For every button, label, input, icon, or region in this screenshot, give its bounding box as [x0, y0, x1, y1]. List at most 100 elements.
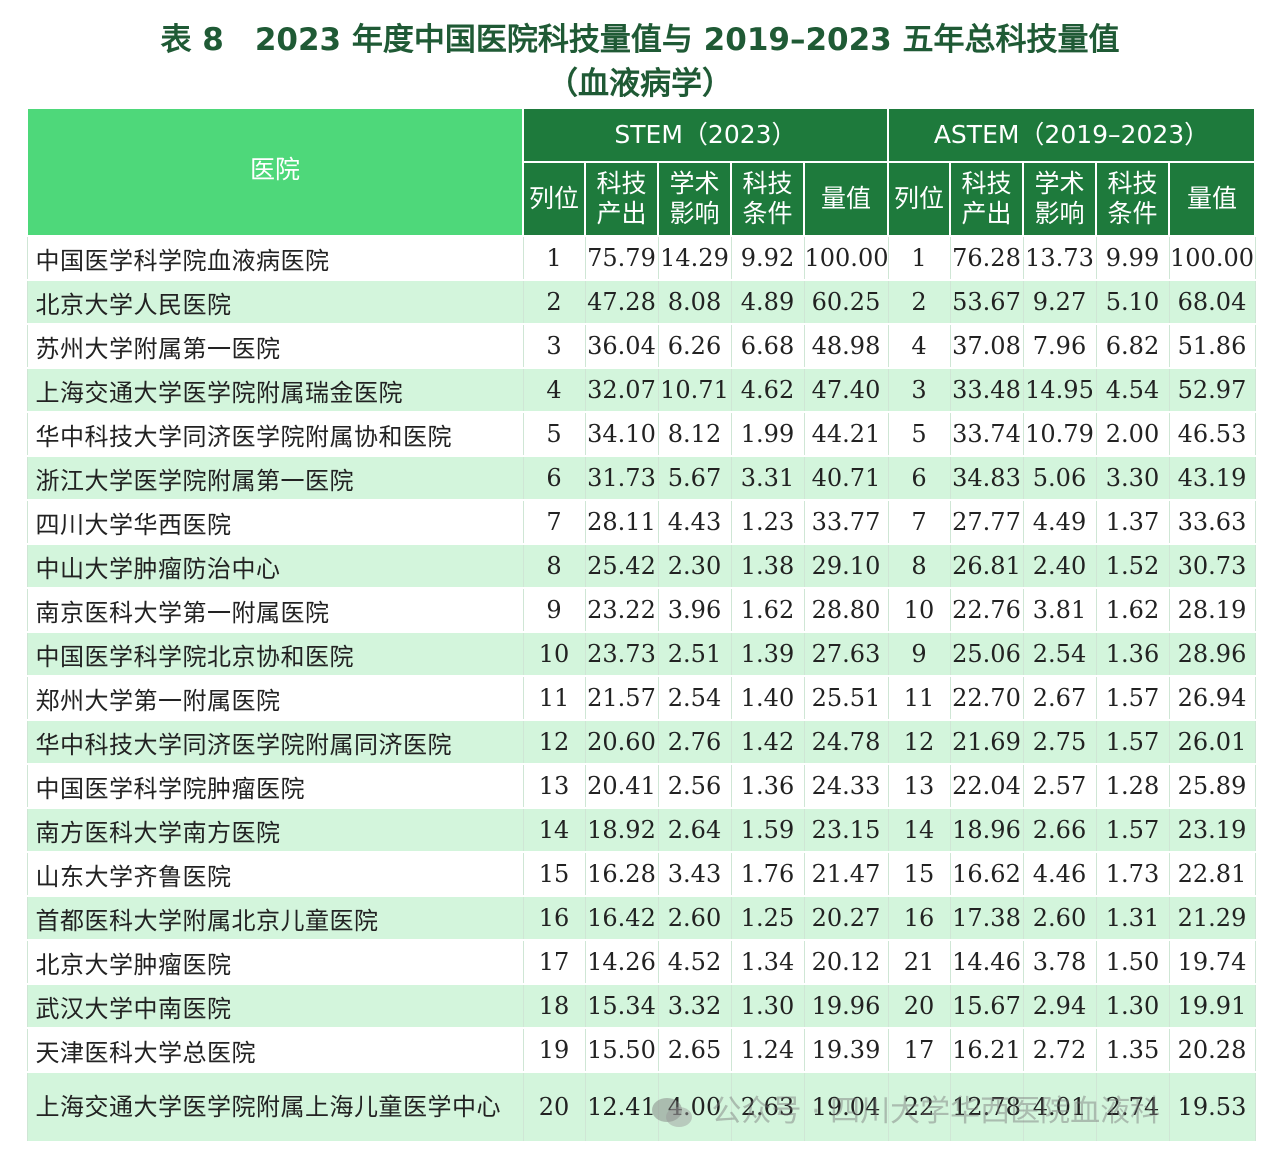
stem-cell: 4.89: [730, 279, 805, 325]
stem-cell: 15.34: [584, 983, 659, 1029]
stem-cell: 3: [522, 323, 586, 369]
stem-cell: 19: [522, 1027, 586, 1073]
astem-cell: 1.57: [1095, 807, 1170, 853]
stem-cell: 75.79: [584, 235, 659, 281]
header-stem: STEM（2023）: [522, 107, 889, 163]
hospital-name: 中国医学科学院北京协和医院: [26, 631, 524, 677]
astem-cell: 1.73: [1095, 851, 1170, 897]
astem-cell: 12.78: [949, 1071, 1024, 1143]
astem-cell: 5: [887, 411, 951, 457]
astem-cell: 26.81: [949, 543, 1024, 589]
astem-cell: 16.21: [949, 1027, 1024, 1073]
table-row: 四川大学华西医院 7 28.11 4.43 1.23 33.77 7 27.77 4.49 1.3…: [26, 499, 1256, 545]
wechat-icon: [652, 1097, 692, 1127]
table-row: 郑州大学第一附属医院 11 21.57 2.54 1.40 25.51 11 22.70 2.6…: [26, 675, 1256, 721]
astem-cell: 2.66: [1022, 807, 1097, 853]
stem-cell: 3.31: [730, 455, 805, 501]
stem-col-header: 科技 产出: [584, 161, 659, 237]
astem-cell: 1.35: [1095, 1027, 1170, 1073]
stem-cell: 15.50: [584, 1027, 659, 1073]
hospital-name: 首都医科大学附属北京儿童医院: [26, 895, 524, 941]
astem-cell: 21.29: [1168, 895, 1256, 941]
astem-cell: 26.94: [1168, 675, 1256, 721]
stem-cell: 20.60: [584, 719, 659, 765]
astem-cell: 2.60: [1022, 895, 1097, 941]
astem-cell: 3.78: [1022, 939, 1097, 985]
astem-cell: 10: [887, 587, 951, 633]
stem-cell: 2.51: [657, 631, 732, 677]
hospital-name: 郑州大学第一附属医院: [26, 675, 524, 721]
stem-cell: 27.63: [803, 631, 889, 677]
astem-cell: 17.38: [949, 895, 1024, 941]
astem-cell: 1.57: [1095, 675, 1170, 721]
astem-col-header: 科技 条件: [1095, 161, 1170, 237]
astem-cell: 19.91: [1168, 983, 1256, 1029]
stem-cell: 18: [522, 983, 586, 1029]
stem-cell: 15: [522, 851, 586, 897]
stem-cell: 8: [522, 543, 586, 589]
astem-cell: 9: [887, 631, 951, 677]
stem-cell: 60.25: [803, 279, 889, 325]
stem-cell: 4.52: [657, 939, 732, 985]
astem-cell: 2.54: [1022, 631, 1097, 677]
astem-cell: 2: [887, 279, 951, 325]
stem-cell: 47.40: [803, 367, 889, 413]
astem-col-header: 科技 产出: [949, 161, 1024, 237]
stem-cell: 2.65: [657, 1027, 732, 1073]
stem-cell: 1.34: [730, 939, 805, 985]
stem-cell: 20.27: [803, 895, 889, 941]
table-row: 上海交通大学医学院附属瑞金医院 4 32.07 10.71 4.62 47.40 3 33.4…: [26, 367, 1256, 413]
hospital-name: 中国医学科学院血液病医院: [26, 235, 524, 281]
hospital-name: 北京大学肿瘤医院: [26, 939, 524, 985]
stem-cell: 1.30: [730, 983, 805, 1029]
astem-cell: 6: [887, 455, 951, 501]
astem-cell: 33.48: [949, 367, 1024, 413]
astem-cell: 26.01: [1168, 719, 1256, 765]
stem-cell: 40.71: [803, 455, 889, 501]
stem-cell: 31.73: [584, 455, 659, 501]
stem-cell: 1.38: [730, 543, 805, 589]
stem-cell: 2.76: [657, 719, 732, 765]
astem-cell: 13: [887, 763, 951, 809]
hospital-name: 北京大学人民医院: [26, 279, 524, 325]
stem-cell: 32.07: [584, 367, 659, 413]
stem-cell: 2.56: [657, 763, 732, 809]
stem-cell: 4.00: [657, 1071, 732, 1143]
astem-cell: 52.97: [1168, 367, 1256, 413]
astem-cell: 7: [887, 499, 951, 545]
astem-cell: 7.96: [1022, 323, 1097, 369]
stem-cell: 1.36: [730, 763, 805, 809]
astem-cell: 13.73: [1022, 235, 1097, 281]
table-row: 北京大学肿瘤医院 17 14.26 4.52 1.34 20.12 21 14.46 3.78 1…: [26, 939, 1256, 985]
astem-cell: 1.52: [1095, 543, 1170, 589]
table-row: 南京医科大学第一附属医院 9 23.22 3.96 1.62 28.80 10 22.76 3.…: [26, 587, 1256, 633]
astem-cell: 11: [887, 675, 951, 721]
stem-cell: 4.62: [730, 367, 805, 413]
stem-cell: 23.22: [584, 587, 659, 633]
astem-cell: 5.06: [1022, 455, 1097, 501]
astem-cell: 14.95: [1022, 367, 1097, 413]
stem-cell: 4.43: [657, 499, 732, 545]
stem-cell: 25.51: [803, 675, 889, 721]
astem-cell: 23.19: [1168, 807, 1256, 853]
stem-cell: 13: [522, 763, 586, 809]
astem-cell: 53.67: [949, 279, 1024, 325]
stem-cell: 44.21: [803, 411, 889, 457]
astem-col-header: 列位: [887, 161, 951, 237]
stem-cell: 2: [522, 279, 586, 325]
astem-cell: 28.19: [1168, 587, 1256, 633]
stem-cell: 6.26: [657, 323, 732, 369]
stem-cell: 5.67: [657, 455, 732, 501]
astem-cell: 3.30: [1095, 455, 1170, 501]
astem-cell: 1.57: [1095, 719, 1170, 765]
astem-cell: 3.81: [1022, 587, 1097, 633]
stem-cell: 20: [522, 1071, 586, 1143]
astem-cell: 43.19: [1168, 455, 1256, 501]
hospital-name: 上海交通大学医学院附属瑞金医院: [26, 367, 524, 413]
title-line-2: （血液病学）: [547, 66, 733, 102]
astem-cell: 34.83: [949, 455, 1024, 501]
astem-cell: 22.04: [949, 763, 1024, 809]
astem-cell: 1.62: [1095, 587, 1170, 633]
stem-cell: 1.62: [730, 587, 805, 633]
stem-cell: 3.32: [657, 983, 732, 1029]
